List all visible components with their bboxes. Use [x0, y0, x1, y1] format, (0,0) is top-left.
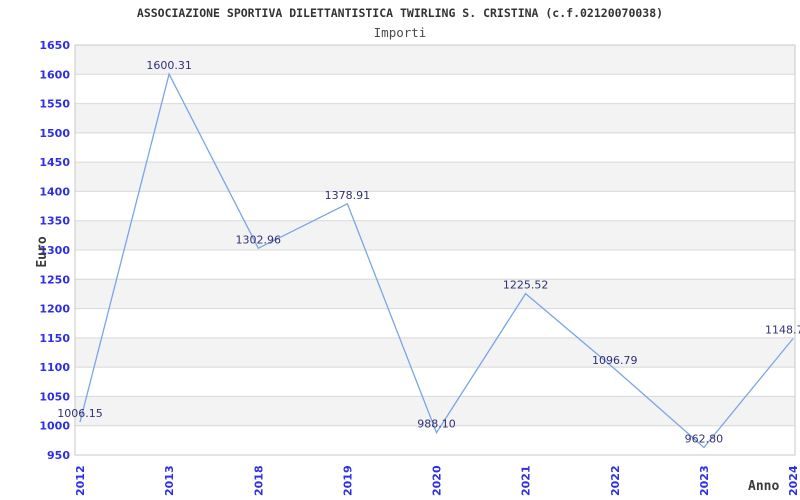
point-label: 1006.15	[57, 407, 103, 420]
x-tick-label: 2020	[431, 465, 444, 496]
chart-title: ASSOCIAZIONE SPORTIVA DILETTANTISTICA TW…	[136, 6, 664, 20]
x-tick-label: 2013	[163, 465, 176, 496]
x-tick-label: 2022	[609, 465, 622, 496]
y-tick-label: 1400	[39, 185, 70, 198]
x-axis-title: Anno	[748, 479, 779, 494]
point-label: 1378.91	[325, 189, 371, 202]
point-label: 1225.52	[503, 279, 549, 292]
x-tick-label: 2012	[74, 465, 87, 496]
plot-border	[74, 44, 796, 456]
y-tick-label: 1200	[39, 303, 70, 316]
y-tick-label: 1600	[39, 68, 70, 81]
y-tick-label: 1550	[39, 98, 70, 111]
point-label: 1096.79	[592, 354, 638, 367]
point-label: 1600.31	[146, 59, 192, 72]
x-tick-label: 2018	[252, 465, 265, 496]
point-label: 962.80	[685, 433, 724, 446]
y-tick-label: 1100	[39, 361, 70, 374]
plot-band	[75, 103, 795, 133]
y-tick-label: 1150	[39, 332, 70, 345]
y-tick-label: 950	[47, 449, 70, 462]
y-tick-label: 1000	[39, 420, 70, 433]
x-tick-label: 2021	[520, 465, 533, 496]
plot-band	[75, 396, 795, 426]
point-label: 1302.96	[236, 233, 282, 246]
x-tick-label: 2024	[787, 465, 800, 496]
plot-band	[75, 220, 795, 250]
x-tick-label: 2023	[698, 465, 711, 496]
point-label: 988.10	[417, 418, 456, 431]
y-tick-label: 1650	[39, 39, 70, 52]
chart-subtitle: Importi	[373, 25, 427, 40]
plot-band	[75, 45, 795, 75]
series-line	[79, 72, 794, 449]
y-tick-label: 1250	[39, 273, 70, 286]
y-axis-title: Euro	[35, 236, 50, 267]
y-tick-label: 1300	[39, 244, 70, 257]
x-tick-label: 2019	[341, 465, 354, 496]
plot-band	[75, 337, 795, 368]
point-label: 1148.7	[765, 324, 800, 337]
plot-band	[75, 279, 795, 309]
y-tick-label: 1350	[39, 215, 70, 228]
y-tick-label: 1050	[39, 390, 70, 403]
plot-band	[75, 162, 795, 192]
y-tick-label: 1450	[39, 156, 70, 169]
y-tick-label: 1500	[39, 127, 70, 140]
